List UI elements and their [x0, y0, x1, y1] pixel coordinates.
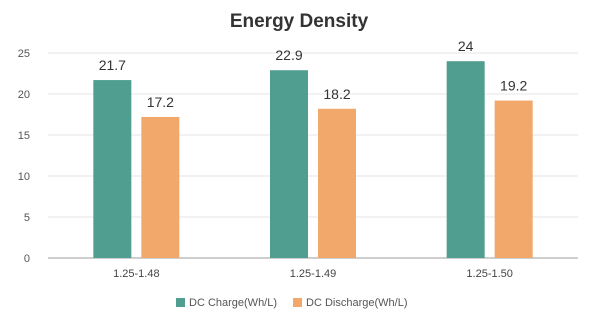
- legend-label: DC Discharge(Wh/L): [306, 297, 407, 309]
- x-tick-label: 1.25-1.49: [290, 268, 336, 280]
- y-tick-label: 10: [18, 171, 30, 183]
- chart-title: Energy Density: [230, 11, 369, 32]
- data-label: 21.7: [99, 57, 126, 73]
- y-tick-label: 20: [18, 89, 30, 101]
- gridlines: [48, 52, 578, 259]
- data-labels: 21.7 17.2 22.9 18.2 24 19.2: [99, 38, 528, 110]
- data-label: 18.2: [323, 86, 350, 102]
- x-axis-ticks: 1.25-1.48 1.25-1.49 1.25-1.50: [113, 268, 513, 280]
- data-label: 17.2: [147, 94, 174, 110]
- y-tick-label: 5: [24, 212, 30, 224]
- bar-charge: [93, 80, 132, 258]
- legend-swatch: [293, 298, 303, 307]
- y-tick-label: 25: [18, 48, 30, 60]
- bar-discharge: [318, 108, 356, 258]
- y-tick-label: 15: [18, 130, 30, 142]
- x-tick-label: 1.25-1.50: [466, 268, 512, 280]
- legend-swatch: [176, 298, 185, 307]
- bar-discharge: [494, 100, 533, 258]
- data-label: 19.2: [500, 78, 527, 94]
- y-axis-ticks: 0 5 10 15 20 25: [18, 48, 30, 265]
- data-label: 22.9: [275, 47, 302, 63]
- data-label: 24: [458, 38, 474, 54]
- legend-label: DC Charge(Wh/L): [189, 297, 277, 309]
- bar-discharge: [141, 116, 180, 259]
- y-tick-label: 0: [24, 253, 30, 265]
- bar-charge: [446, 61, 485, 259]
- legend: DC Charge(Wh/L) DC Discharge(Wh/L): [176, 297, 408, 309]
- bars: [93, 61, 533, 259]
- x-tick-label: 1.25-1.48: [113, 268, 159, 280]
- bar-charge: [270, 70, 308, 258]
